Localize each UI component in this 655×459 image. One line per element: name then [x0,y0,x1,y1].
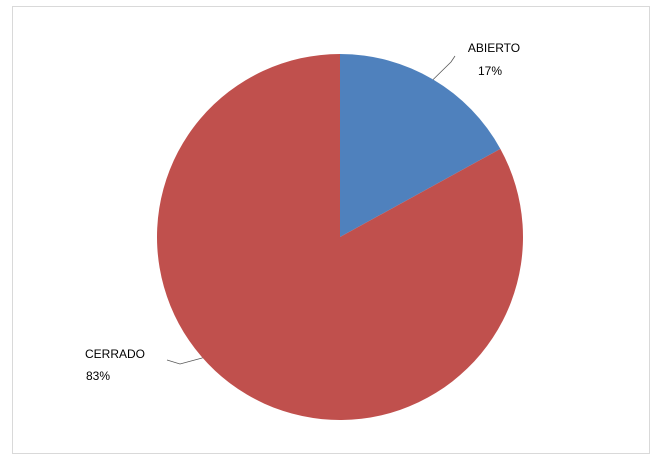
slice-label-abierto-name: ABIERTO [468,41,520,55]
slice-labels: ABIERTO 17% CERRADO 83% [85,41,520,383]
leader-line-abierto [432,55,456,80]
leader-lines [166,55,456,365]
leader-line-cerrado [166,357,203,365]
pie-slices [157,54,524,421]
slice-label-cerrado-percent: 83% [86,369,110,383]
slice-label-cerrado-name: CERRADO [85,347,145,361]
pie-slice-abierto [340,54,501,237]
slice-label-abierto-percent: 17% [478,64,502,78]
pie-slice-cerrado [157,54,524,421]
